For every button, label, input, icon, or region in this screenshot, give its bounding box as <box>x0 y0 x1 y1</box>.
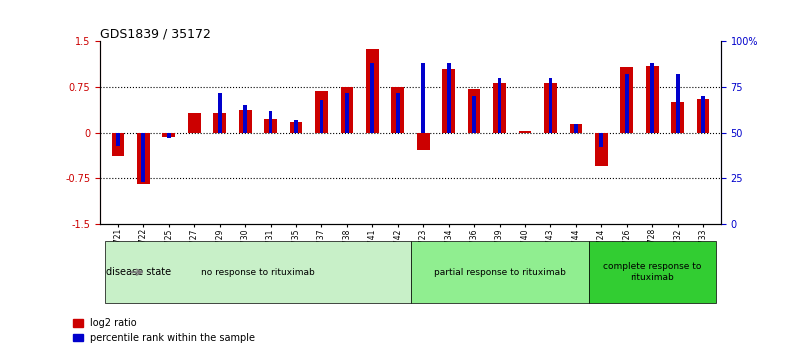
Bar <box>599 133 603 147</box>
Bar <box>497 78 501 133</box>
Bar <box>268 111 272 133</box>
Bar <box>676 74 679 133</box>
Bar <box>218 92 222 133</box>
Bar <box>625 74 629 133</box>
Bar <box>116 133 120 146</box>
Bar <box>595 133 608 166</box>
Bar <box>188 113 200 133</box>
Bar <box>290 122 303 133</box>
Bar <box>396 92 400 133</box>
Bar <box>370 63 374 133</box>
Bar <box>142 133 145 182</box>
Bar <box>621 67 633 133</box>
Bar <box>163 133 175 137</box>
Bar <box>574 124 578 133</box>
Bar <box>392 87 405 133</box>
Bar <box>570 124 582 133</box>
Bar <box>213 113 226 133</box>
Bar <box>111 133 124 156</box>
Bar <box>493 83 506 133</box>
FancyBboxPatch shape <box>410 241 589 303</box>
FancyBboxPatch shape <box>105 241 410 303</box>
Bar <box>264 119 277 133</box>
Bar <box>473 96 476 133</box>
Bar <box>315 91 328 133</box>
Bar <box>366 49 379 133</box>
Bar <box>544 83 557 133</box>
Bar <box>239 110 252 133</box>
Bar <box>320 100 324 133</box>
Bar <box>697 99 710 133</box>
Bar <box>294 120 298 133</box>
Legend: log2 ratio, percentile rank within the sample: log2 ratio, percentile rank within the s… <box>69 314 260 345</box>
Bar <box>646 66 658 133</box>
Bar <box>417 133 429 150</box>
Bar <box>468 89 481 133</box>
Bar <box>549 78 553 133</box>
Bar <box>447 63 451 133</box>
Text: complete response to
rituximab: complete response to rituximab <box>603 263 702 282</box>
Text: disease state: disease state <box>107 267 171 277</box>
Bar <box>244 105 247 133</box>
Bar <box>421 63 425 133</box>
Bar <box>671 102 684 133</box>
Bar <box>442 69 455 133</box>
Bar <box>650 63 654 133</box>
FancyBboxPatch shape <box>589 241 716 303</box>
Bar <box>340 87 353 133</box>
Bar <box>345 92 348 133</box>
Text: GDS1839 / 35172: GDS1839 / 35172 <box>100 27 211 40</box>
Bar <box>701 96 705 133</box>
Text: no response to rituximab: no response to rituximab <box>201 268 315 277</box>
Bar <box>137 133 150 185</box>
Bar <box>167 133 171 138</box>
Bar <box>518 131 531 133</box>
Text: partial response to rituximab: partial response to rituximab <box>433 268 566 277</box>
